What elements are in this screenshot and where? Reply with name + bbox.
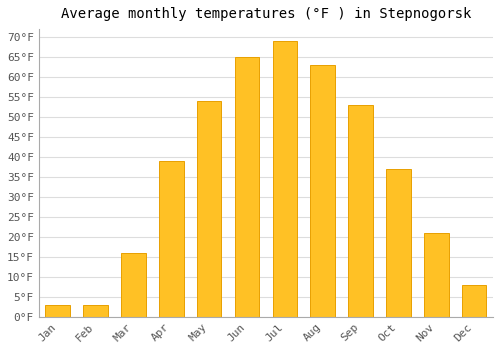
Bar (84, 305, 108, 317)
Bar (310, 65, 335, 317)
Bar (121, 253, 146, 317)
Bar (424, 233, 448, 317)
Bar (272, 41, 297, 317)
Bar (234, 57, 260, 317)
Bar (159, 161, 184, 317)
Title: Average monthly temperatures (°F ) in Stepnogorsk: Average monthly temperatures (°F ) in St… (60, 7, 471, 21)
Bar (46, 305, 70, 317)
Bar (348, 105, 373, 317)
Bar (197, 101, 222, 317)
Bar (386, 169, 410, 317)
Bar (462, 285, 486, 317)
